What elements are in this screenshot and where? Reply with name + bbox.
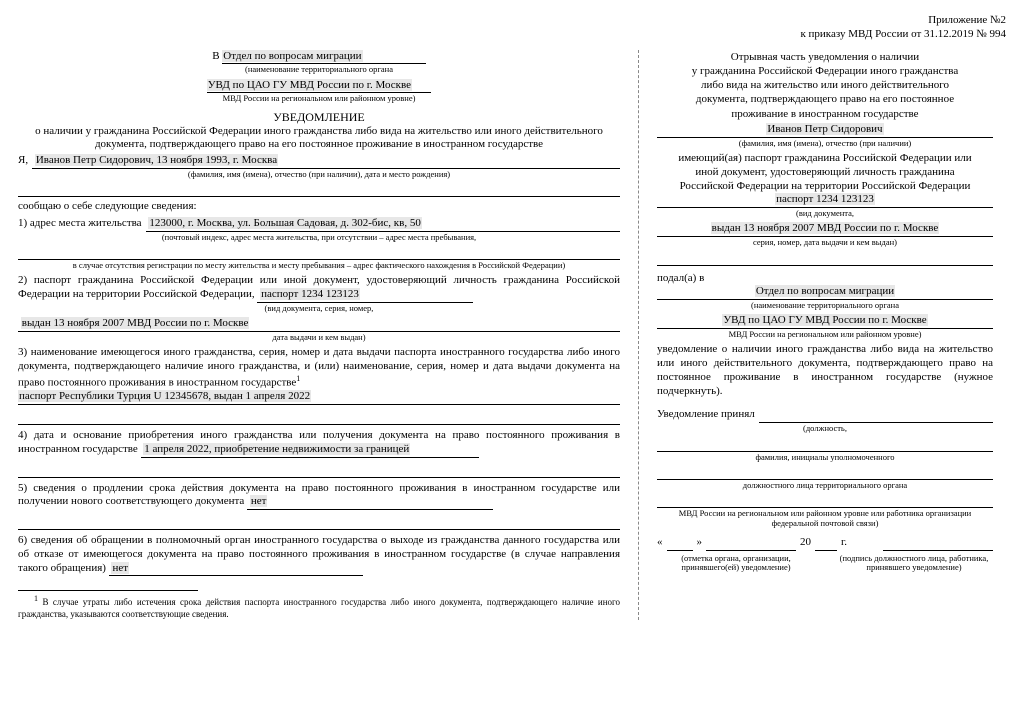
tearoff-passport: паспорт 1234 123123	[775, 193, 875, 205]
tearoff-issued-hint: серия, номер, дата выдачи и кем выдан)	[657, 238, 993, 247]
p2-value: паспорт 1234 123123	[260, 288, 360, 300]
form-subtitle: о наличии у гражданина Российской Федера…	[18, 125, 620, 153]
tearoff-doc-text: имеющий(ая) паспорт гражданина Российско…	[657, 152, 993, 193]
p5-value: нет	[250, 495, 268, 507]
p5-block: 5) сведения о продлении срока действия д…	[18, 482, 620, 511]
off-line2	[657, 466, 993, 480]
tearoff-body: уведомление о наличии иного гражданства …	[657, 343, 993, 398]
p4-value: 1 апреля 2022, приобретение недвижимости…	[143, 443, 410, 455]
tearoff-dept-hint: (наименование территориального органа	[657, 301, 993, 310]
addressee-block: В Отдел по вопросам миграции (наименован…	[18, 50, 620, 104]
signature-line	[883, 536, 993, 551]
accepted-label: Уведомление принял	[657, 408, 755, 422]
p1-hint: (почтовый индекс, адрес места жительства…	[18, 233, 620, 242]
p2-block: 2) паспорт гражданина Российской Федерац…	[18, 274, 620, 303]
tearoff-issued: выдан 13 ноября 2007 МВД России по г. Мо…	[711, 222, 940, 234]
p6-block: 6) сведения об обращении в полномочный о…	[18, 534, 620, 576]
filed-label: подал(а) в	[657, 272, 993, 286]
document-header: Приложение №2 к приказу МВД России от 31…	[18, 14, 1006, 42]
off-hint2: МВД России на региональном или районном …	[657, 509, 993, 528]
tearoff-fio-line: Иванов Петр Сидорович	[657, 123, 993, 138]
position-hint: (должность,	[657, 424, 993, 433]
sig1-hint: (отметка органа, организации, принявшего…	[657, 554, 815, 573]
tearoff-slip: Отрывная часть уведомления о наличии у г…	[638, 50, 993, 620]
tearoff-fio-hint: (фамилия, имя (имена), отчество (при нал…	[657, 139, 993, 148]
p5-line2	[18, 516, 620, 530]
off-line3	[657, 494, 993, 508]
tearoff-dept-line: Отдел по вопросам миграции	[657, 285, 993, 300]
p2-hint: (вид документа, серия, номер,	[18, 304, 620, 313]
p1-value: 123000, г. Москва, ул. Большая Садовая, …	[148, 217, 422, 229]
tearoff-dept: Отдел по вопросам миграции	[755, 285, 895, 297]
p1-label: 1) адрес места жительства	[18, 217, 142, 231]
footnote-rule	[18, 590, 198, 591]
date-day	[667, 536, 693, 551]
p3-line1: паспорт Республики Турция U 12345678, вы…	[18, 390, 620, 405]
tearoff-issued-line2	[657, 252, 993, 266]
department-field: Отдел по вопросам миграции	[222, 50, 362, 62]
report-intro: сообщаю о себе следующие сведения:	[18, 200, 620, 214]
ya-prefix: Я,	[18, 154, 28, 168]
fio-line2	[18, 183, 620, 197]
p2-hint2: дата выдачи и кем выдан)	[18, 333, 620, 342]
tearoff-issued-line: выдан 13 ноября 2007 МВД России по г. Мо…	[657, 222, 993, 237]
form-title: УВЕДОМЛЕНИЕ	[18, 110, 620, 125]
date-month	[706, 536, 796, 551]
fio-off-hint: фамилия, инициалы уполномоченного	[657, 453, 993, 462]
form-body: В Отдел по вопросам миграции (наименован…	[18, 50, 1006, 620]
tearoff-passport-line: паспорт 1234 123123	[657, 193, 993, 208]
p1-hint2: в случае отсутствия регистрации по месту…	[18, 261, 620, 270]
accepted-line	[759, 408, 993, 423]
tearoff-dept2-hint: МВД России на региональном или районном …	[657, 330, 993, 339]
p6-value: нет	[111, 562, 129, 574]
tearoff-dept2: УВД по ЦАО ГУ МВД России по г. Москве	[722, 314, 927, 326]
footnote-ref: 1	[296, 374, 300, 383]
p3-line2	[18, 411, 620, 425]
fio-hint: (фамилия, имя (имена), отчество (при нал…	[18, 170, 620, 179]
off-line1	[657, 438, 993, 452]
fio-field: Иванов Петр Сидорович, 13 ноября 1993, г…	[35, 154, 278, 166]
date-year	[815, 536, 837, 551]
p4-block: 4) дата и основание приобретения иного г…	[18, 429, 620, 458]
tearoff-header: Отрывная часть уведомления о наличии у г…	[657, 50, 993, 121]
footnote-text: 1 В случае утраты либо истечения срока д…	[18, 594, 620, 620]
department-hint: (наименование территориального органа	[18, 65, 620, 74]
order-reference: к приказу МВД России от 31.12.2019 № 994	[18, 28, 1006, 42]
p4-line2	[18, 464, 620, 478]
date-row: « » 20 г.	[657, 536, 993, 551]
department2-field: УВД по ЦАО ГУ МВД России по г. Москве	[207, 79, 412, 91]
p1-line2	[18, 246, 620, 260]
off-hint: должностного лица территориального орган…	[657, 481, 993, 490]
tearoff-fio: Иванов Петр Сидорович	[766, 123, 883, 135]
p3-block: 3) наименование имеющегося иного граждан…	[18, 346, 620, 390]
sig2-hint: (подпись должностного лица, работника, п…	[835, 554, 993, 573]
appendix-number: Приложение №2	[18, 14, 1006, 28]
tearoff-passport-hint: (вид документа,	[657, 209, 993, 218]
tearoff-dept2-line: УВД по ЦАО ГУ МВД России по г. Москве	[657, 314, 993, 329]
p2-value2: выдан 13 ноября 2007 МВД России по г. Мо…	[21, 317, 250, 329]
to-prefix: В	[212, 50, 219, 62]
p3-text: 3) наименование имеющегося иного граждан…	[18, 346, 620, 388]
p2-line2: выдан 13 ноября 2007 МВД России по г. Мо…	[18, 317, 620, 332]
main-form: В Отдел по вопросам миграции (наименован…	[18, 50, 638, 620]
p3-value: паспорт Республики Турция U 12345678, вы…	[18, 390, 311, 402]
department2-hint: МВД России на региональном или районном …	[18, 94, 620, 103]
